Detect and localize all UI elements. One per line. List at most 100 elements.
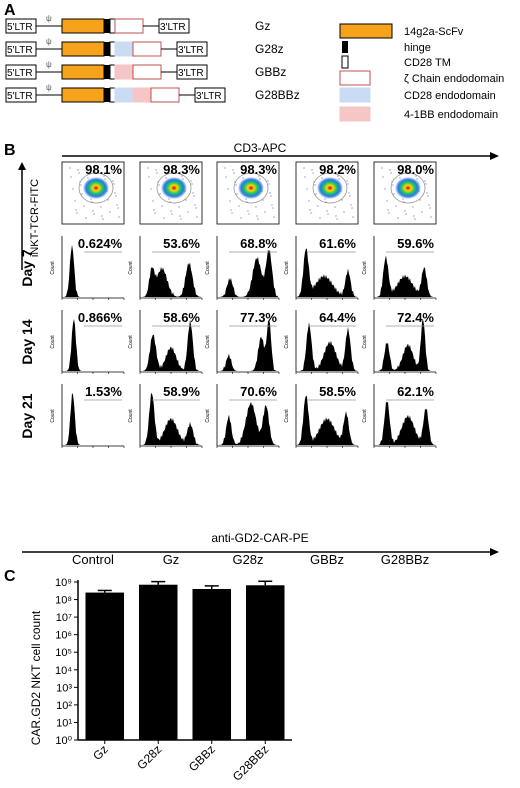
scatter-percentage: 98.3% bbox=[163, 162, 200, 177]
construct-row: 5'LTR ψ 3'LTR G28BBz bbox=[5, 83, 300, 103]
y-tick-label: 10³ bbox=[56, 682, 72, 694]
ltr5-label: 5'LTR bbox=[7, 91, 33, 102]
histogram-fill bbox=[297, 248, 357, 297]
histogram-fill bbox=[141, 319, 201, 371]
construct-name: GBBz bbox=[255, 65, 286, 79]
histogram: 72.4% Count bbox=[362, 310, 437, 374]
day-label: Day 14 bbox=[19, 319, 35, 364]
psi-label: ψ bbox=[46, 37, 52, 46]
panel-a-label: A bbox=[4, 2, 16, 19]
hinge-domain bbox=[104, 42, 110, 56]
histogram: 53.6% Count bbox=[128, 236, 203, 300]
bar-chart: CAR.GD2 NKT cell count 10⁰ 10¹ 10² 10³ 10⁴ 10… bbox=[29, 577, 292, 784]
legend-item: CD28 endodomain bbox=[339, 87, 496, 103]
histogram: 58.6% Count bbox=[128, 310, 203, 374]
panel-b-label: B bbox=[4, 142, 16, 159]
histogram-percentage: 77.3% bbox=[240, 310, 277, 325]
scatter-percentage: 98.2% bbox=[319, 162, 356, 177]
scfv-domain bbox=[61, 64, 105, 80]
column-label: GBBz bbox=[310, 552, 344, 567]
ltr5-label: 5'LTR bbox=[7, 68, 33, 79]
scatter-plot: 98.1% bbox=[61, 161, 125, 225]
histogram-percentage: 58.9% bbox=[163, 384, 200, 399]
histogram-fill bbox=[218, 401, 278, 445]
zeta-domain bbox=[132, 64, 162, 80]
legend-item: 14g2a-ScFv bbox=[339, 23, 464, 39]
column-label: G28z bbox=[232, 552, 263, 567]
histogram: 59.6% Count bbox=[362, 236, 437, 300]
column-label: Gz bbox=[163, 552, 180, 567]
zeta-domain bbox=[114, 18, 144, 34]
count-label: Count bbox=[50, 409, 56, 423]
count-label: Count bbox=[128, 409, 134, 423]
count-label: Count bbox=[362, 409, 368, 423]
histogram: 61.6% Count bbox=[284, 236, 359, 300]
histogram-percentage: 68.8% bbox=[240, 236, 277, 251]
y-tick-label: 10⁸ bbox=[55, 595, 72, 607]
hinge-domain bbox=[104, 65, 110, 79]
y-tick-label: 10² bbox=[56, 700, 72, 712]
population-blob bbox=[238, 177, 264, 199]
histogram-percentage: 72.4% bbox=[397, 310, 434, 325]
psi-label: ψ bbox=[46, 14, 52, 23]
bar bbox=[85, 592, 125, 740]
count-label: Count bbox=[205, 261, 211, 275]
histogram-percentage: 58.6% bbox=[163, 310, 200, 325]
construct-row: 5'LTR ψ 3'LTR GBBz bbox=[5, 60, 286, 80]
count-label: Count bbox=[128, 261, 134, 275]
cd3-axis-label: CD3-APC bbox=[234, 141, 287, 155]
x-tick-label: Gz bbox=[90, 742, 111, 763]
column-label: Control bbox=[72, 552, 114, 567]
count-label: Count bbox=[205, 335, 211, 349]
scfv-domain bbox=[61, 18, 105, 34]
histogram-percentage: 0.866% bbox=[78, 310, 123, 325]
bar bbox=[192, 588, 232, 740]
y-tick-label: 10¹ bbox=[56, 717, 72, 729]
histogram-fill bbox=[63, 319, 123, 371]
histogram-percentage: 70.6% bbox=[240, 384, 277, 399]
histogram-percentage: 61.6% bbox=[319, 236, 356, 251]
histogram: 68.8% Count bbox=[205, 236, 280, 300]
count-label: Count bbox=[362, 261, 368, 275]
construct-name: G28z bbox=[255, 42, 284, 56]
histogram-fill bbox=[297, 322, 357, 371]
fourbb-endodomain bbox=[114, 64, 134, 80]
gate-outline bbox=[78, 172, 114, 204]
histogram: 58.5% Count bbox=[284, 384, 359, 448]
panel-c-label: C bbox=[4, 568, 16, 585]
chart-ylabel: CAR.GD2 NKT cell count bbox=[29, 610, 43, 745]
legend-item: hinge bbox=[342, 41, 431, 54]
flow-cytometry-panel: CD3-APC iNKT-TCR-FITC 98.1% 98.3% 98.3% 98.… bbox=[18, 141, 499, 567]
histogram-percentage: 1.53% bbox=[85, 384, 122, 399]
legend-label: CD28 endodomain bbox=[404, 90, 496, 102]
x-tick-label: G28BBz bbox=[230, 742, 272, 784]
x-tick-label: GBBz bbox=[186, 742, 218, 774]
histogram: 58.9% Count bbox=[128, 384, 203, 448]
histogram-percentage: 53.6% bbox=[163, 236, 200, 251]
psi-label: ψ bbox=[46, 60, 52, 69]
hinge-domain bbox=[104, 88, 110, 102]
histogram-fill bbox=[141, 262, 201, 297]
legend-item: 4-1BB endodomain bbox=[339, 106, 498, 122]
legend-label: 4-1BB endodomain bbox=[404, 109, 498, 121]
y-tick-label: 10⁵ bbox=[55, 647, 72, 659]
gate-outline bbox=[233, 172, 269, 204]
cd28-endodomain bbox=[114, 41, 134, 57]
histogram: 0.866% Count bbox=[50, 310, 125, 374]
histogram-fill bbox=[63, 392, 123, 445]
fourbb-endodomain bbox=[132, 87, 152, 103]
scatter-plot: 98.2% bbox=[295, 161, 359, 225]
tm-domain bbox=[109, 64, 116, 80]
y-tick-label: 10⁶ bbox=[55, 630, 72, 642]
histogram-fill bbox=[63, 244, 123, 297]
histogram-fill bbox=[297, 395, 357, 445]
histogram-fill bbox=[141, 393, 201, 445]
column-label: G28BBz bbox=[381, 552, 429, 567]
histogram-fill bbox=[375, 401, 435, 445]
tm-domain bbox=[109, 18, 116, 34]
y-tick-label: 10⁰ bbox=[55, 735, 72, 747]
gate-outline bbox=[390, 172, 426, 204]
count-label: Count bbox=[205, 409, 211, 423]
scfv-domain bbox=[61, 87, 105, 103]
scatter-plot: 98.3% bbox=[139, 161, 203, 225]
